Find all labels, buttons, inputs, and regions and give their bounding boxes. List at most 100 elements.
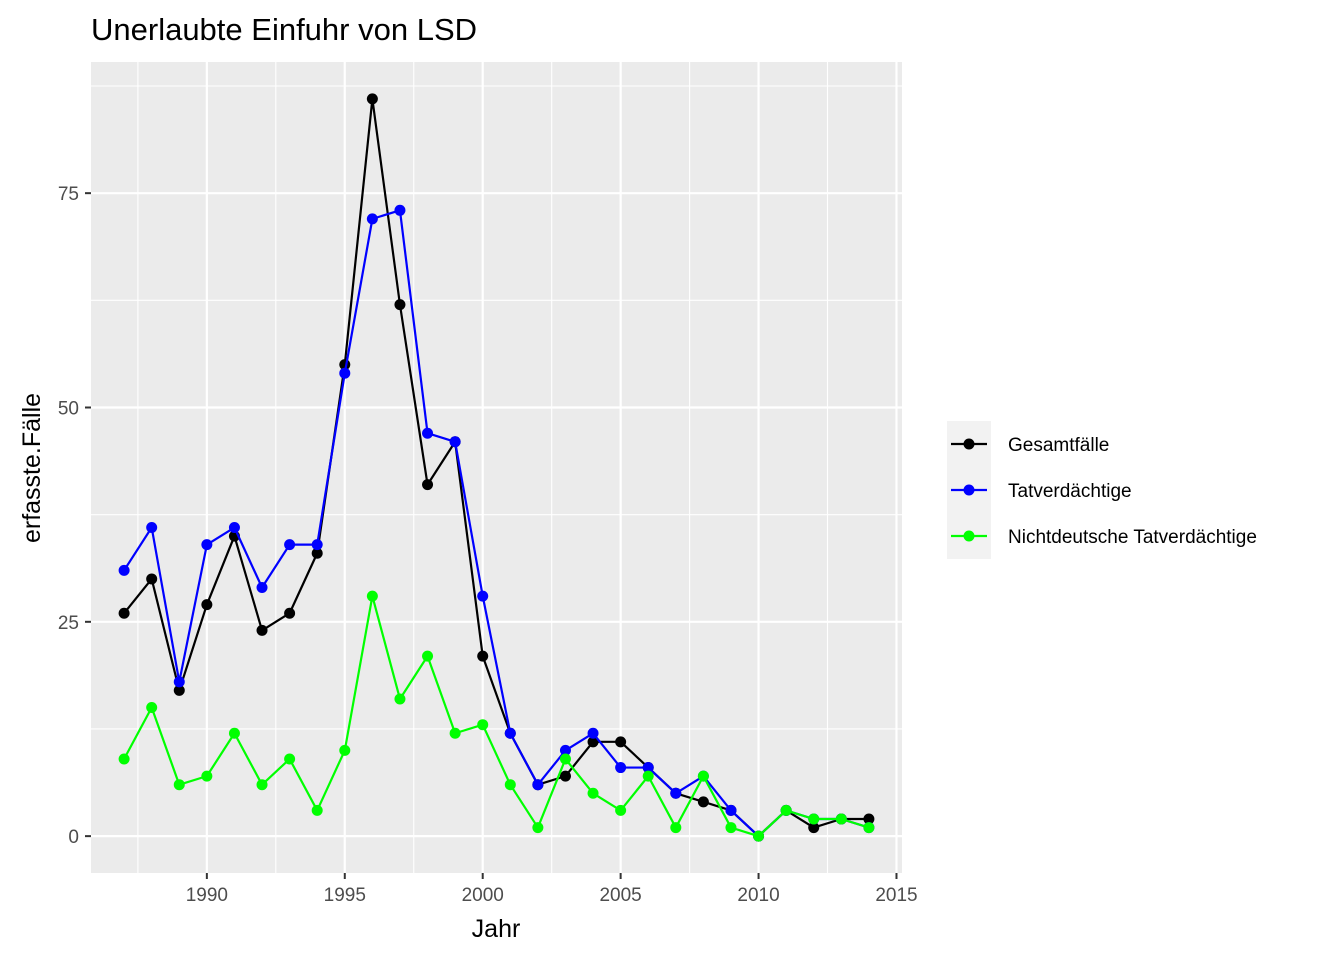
- data-point: [146, 702, 158, 714]
- data-point: [118, 564, 130, 576]
- x-axis-title: Jahr: [472, 915, 521, 943]
- data-point: [118, 607, 130, 619]
- legend-label: Gesamtfälle: [1008, 435, 1109, 456]
- data-point: [422, 479, 434, 491]
- data-point: [642, 770, 654, 782]
- legend-item: Gesamtfälle: [951, 435, 1109, 456]
- data-point: [559, 753, 571, 765]
- data-point: [532, 822, 544, 834]
- data-point: [670, 822, 682, 834]
- data-point: [339, 744, 351, 756]
- y-axis: 0 25 50 75: [58, 184, 91, 848]
- x-tick-label: 2000: [462, 885, 504, 906]
- data-point: [284, 753, 296, 765]
- data-point: [311, 547, 323, 559]
- legend-label: Nichtdeutsche Tatverdächtige: [1008, 527, 1257, 548]
- legend-point: [963, 438, 975, 450]
- data-point: [835, 813, 847, 825]
- y-axis-title: erfasste.Fälle: [18, 393, 46, 543]
- legend: Gesamtfälle Tatverdächtige Nichtdeutsche T…: [947, 421, 1257, 559]
- data-point: [173, 676, 185, 688]
- data-point: [477, 590, 489, 602]
- legend-point: [963, 484, 975, 496]
- x-tick-label: 2015: [875, 885, 917, 906]
- data-point: [587, 727, 599, 739]
- legend-item: Nichtdeutsche Tatverdächtige: [951, 527, 1257, 548]
- data-point: [228, 727, 240, 739]
- data-point: [228, 522, 240, 534]
- data-point: [449, 727, 461, 739]
- data-point: [339, 367, 351, 379]
- minor-gridlines: [91, 62, 902, 873]
- data-point: [146, 522, 158, 534]
- data-point: [863, 822, 875, 834]
- data-point: [559, 770, 571, 782]
- data-point: [394, 693, 406, 705]
- data-point: [146, 573, 158, 585]
- data-point: [201, 539, 213, 551]
- data-point: [753, 830, 765, 842]
- data-point: [422, 427, 434, 439]
- data-point: [615, 736, 627, 748]
- data-point: [863, 813, 875, 825]
- data-point: [422, 650, 434, 662]
- y-tick-label: 25: [58, 613, 79, 634]
- data-point: [311, 539, 323, 551]
- legend-label: Tatverdächtige: [1008, 481, 1132, 502]
- data-point: [615, 762, 627, 774]
- data-point: [118, 753, 130, 765]
- x-tick-label: 1995: [324, 885, 366, 906]
- chart-title: Unerlaubte Einfuhr von LSD: [91, 12, 477, 47]
- data-point: [477, 719, 489, 731]
- data-point: [201, 770, 213, 782]
- data-point: [670, 787, 682, 799]
- data-series: [118, 93, 875, 842]
- x-tick-label: 1990: [186, 885, 228, 906]
- data-point: [366, 213, 378, 225]
- data-point: [725, 804, 737, 816]
- data-point: [256, 624, 268, 636]
- data-point: [284, 607, 296, 619]
- data-point: [311, 804, 323, 816]
- data-point: [256, 779, 268, 791]
- data-point: [477, 650, 489, 662]
- x-tick-label: 2005: [599, 885, 641, 906]
- series-2: [118, 204, 875, 842]
- data-point: [284, 539, 296, 551]
- data-point: [394, 299, 406, 311]
- data-point: [587, 736, 599, 748]
- series-line: [123, 209, 870, 838]
- plot-panel: [91, 62, 902, 873]
- x-tick-label: 2010: [737, 885, 779, 906]
- data-point: [697, 796, 709, 808]
- legend-item: Tatverdächtige: [951, 481, 1132, 502]
- legend-point: [963, 530, 975, 542]
- data-point: [808, 813, 820, 825]
- data-point: [394, 204, 406, 216]
- data-point: [504, 727, 516, 739]
- data-point: [504, 779, 516, 791]
- data-point: [532, 779, 544, 791]
- data-point: [366, 93, 378, 105]
- data-point: [697, 770, 709, 782]
- data-point: [173, 779, 185, 791]
- data-point: [559, 744, 571, 756]
- data-point: [366, 590, 378, 602]
- data-point: [808, 822, 820, 834]
- data-point: [449, 436, 461, 448]
- series-3: [118, 590, 875, 842]
- x-axis: 1990 1995 2000 2005 2010 2015: [186, 873, 918, 906]
- y-tick-label: 50: [58, 398, 79, 419]
- data-point: [173, 684, 185, 696]
- data-point: [201, 599, 213, 611]
- data-point: [615, 804, 627, 816]
- data-point: [725, 822, 737, 834]
- data-point: [780, 804, 792, 816]
- data-point: [587, 787, 599, 799]
- series-line: [123, 594, 870, 838]
- y-tick-label: 0: [68, 827, 79, 848]
- y-tick-label: 75: [58, 184, 79, 205]
- data-point: [642, 762, 654, 774]
- data-point: [256, 582, 268, 594]
